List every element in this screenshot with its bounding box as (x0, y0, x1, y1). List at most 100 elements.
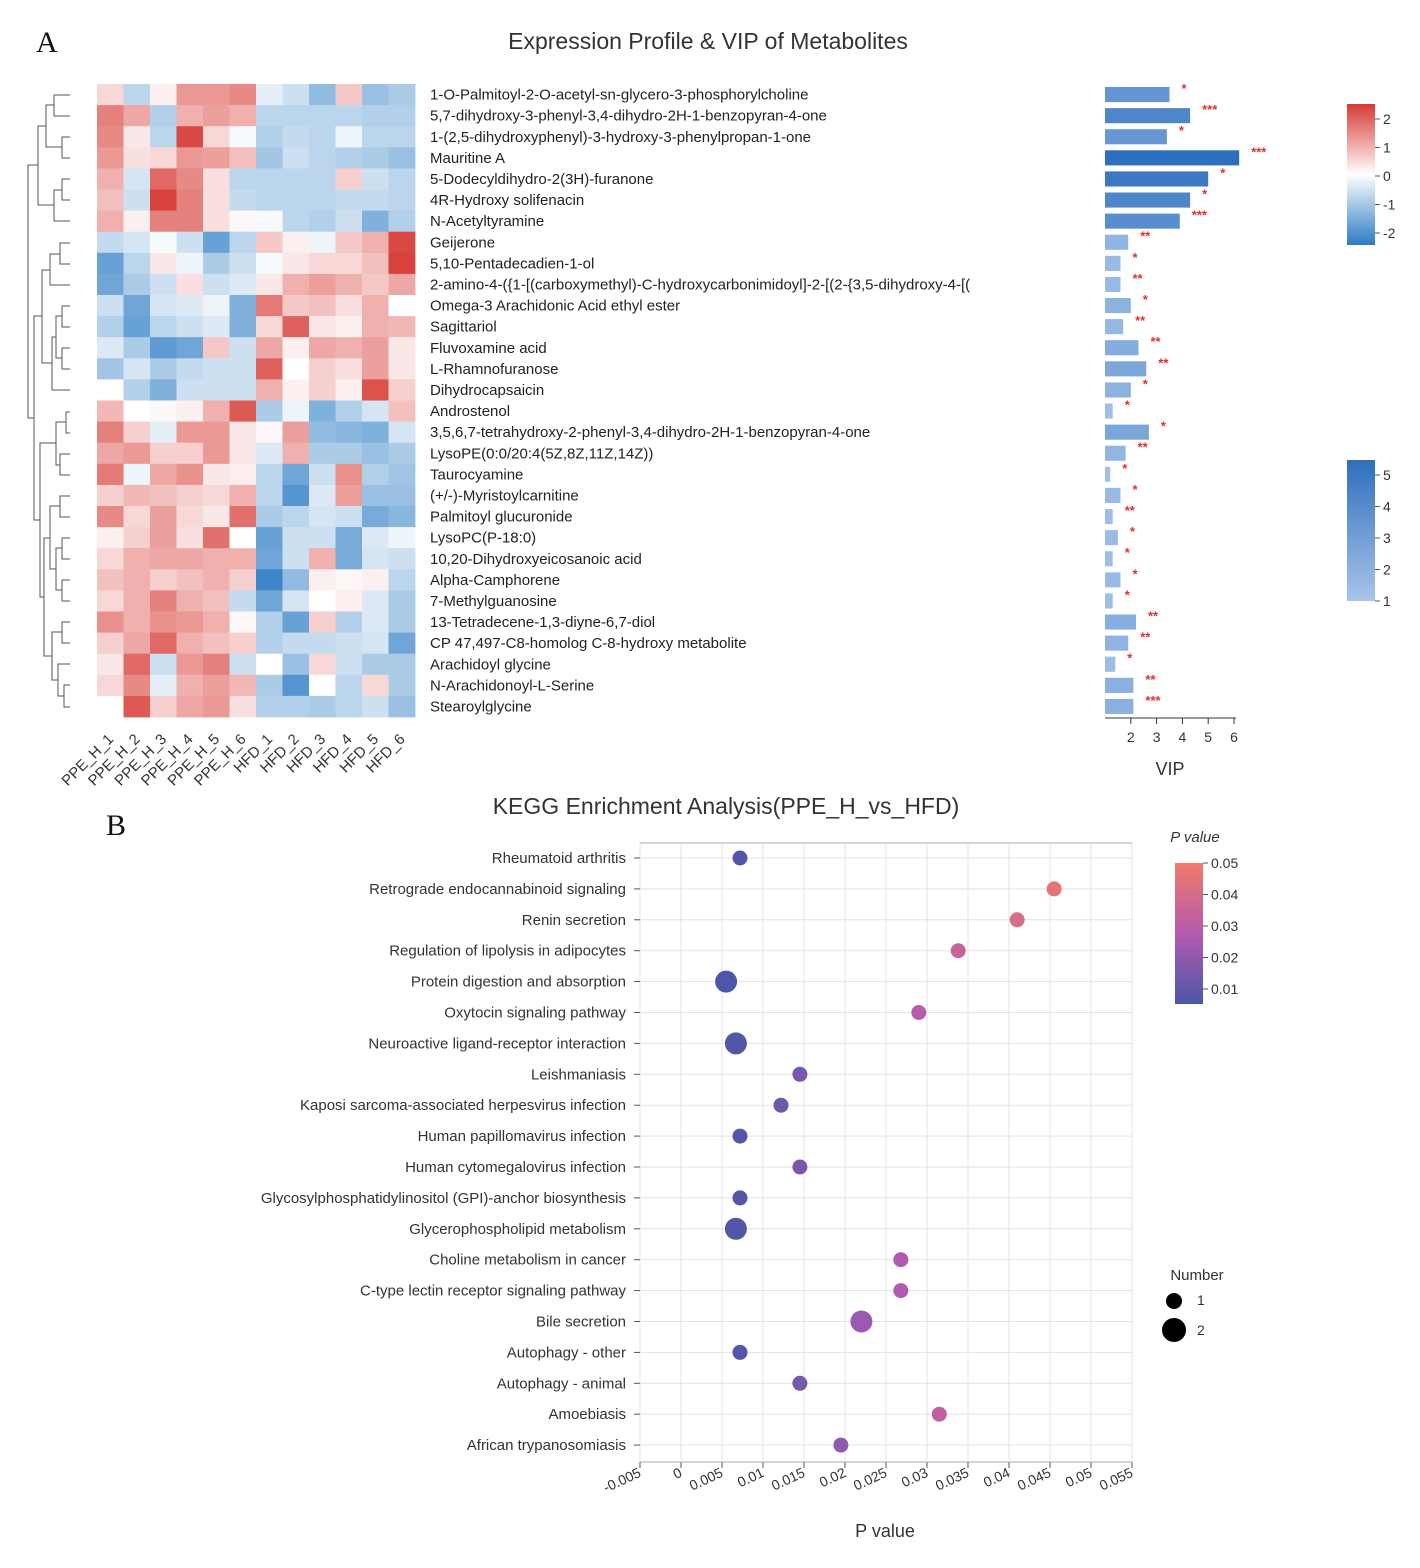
heatmap-cell (203, 442, 230, 465)
significance-label: *** (1202, 102, 1218, 117)
size-legend-label-1: 1 (1197, 1292, 1205, 1308)
heatmap-cell (150, 84, 177, 106)
significance-label: ** (1140, 229, 1151, 244)
heatmap-cell (229, 358, 257, 380)
heatmap-cell (282, 611, 310, 633)
heatmap-cell (229, 421, 257, 444)
pathway-label: Autophagy - other (507, 1344, 626, 1361)
colorbar-tick-label: -1 (1383, 197, 1396, 213)
heatmap-cell (362, 84, 389, 106)
heatmap-cell (335, 337, 363, 359)
heatmap-cell (256, 273, 283, 296)
size-legend-dot-2 (1162, 1318, 1186, 1342)
heatmap-cell (335, 210, 363, 233)
row-dendrogram (27, 94, 70, 708)
heatmap-cell (256, 379, 283, 401)
significance-label: * (1220, 165, 1226, 180)
heatmap-cell (388, 674, 416, 697)
heatmap-cell (123, 632, 151, 655)
heatmap-cell (150, 421, 177, 444)
metabolite-label: Palmitoyl glucuronide (430, 509, 573, 526)
vip-axis: 2 3 4 5 6 (1105, 717, 1238, 745)
heatmap-cell (176, 316, 204, 338)
heatmap-cell (203, 632, 230, 655)
heatmap-cell (309, 590, 336, 612)
heatmap-cell (229, 168, 257, 190)
heatmap-cell (150, 569, 177, 591)
vip-colorbar-ticks: 5 4 3 2 1 (1375, 467, 1391, 609)
heatmap-cell (150, 527, 177, 549)
heatmap-cell (309, 611, 336, 633)
heatmap-cell (335, 590, 363, 612)
heatmap-cell (229, 548, 257, 570)
heatmap-cell (362, 189, 389, 211)
heatmap-cell (150, 337, 177, 359)
heatmap-cell (150, 168, 177, 190)
heatmap-cell (282, 379, 310, 401)
heatmap-cell (123, 316, 151, 338)
heatmap-cell (335, 126, 363, 148)
heatmap-cell (282, 210, 310, 233)
heatmap-cell (282, 168, 310, 190)
heatmap-cell (176, 632, 204, 655)
heatmap-cell (362, 105, 389, 127)
metabolite-label: 1-(2,5-dihydroxyphenyl)-3-hydroxy-3-phen… (430, 129, 811, 146)
colorbar-tick-label: 0.03 (1211, 918, 1238, 934)
significance-label: ** (1151, 334, 1162, 349)
metabolite-label: Omega-3 Arachidonic Acid ethyl ester (430, 298, 680, 315)
heatmap-cell (362, 442, 389, 465)
heatmap-cell (97, 189, 124, 211)
significance-label: ** (1135, 313, 1146, 328)
heatmap-cell (256, 168, 283, 190)
sample-labels: PPE_H_1PPE_H_2PPE_H_3PPE_H_4PPE_H_5PPE_H… (58, 731, 408, 790)
heatmap-cell (176, 590, 204, 612)
heatmap-cell (176, 548, 204, 570)
heatmap-cell (388, 548, 416, 570)
metabolite-label: 7-Methylguanosine (430, 593, 557, 610)
heatmap-cell (335, 653, 363, 676)
heatmap-cell (388, 316, 416, 338)
heatmap-cell (256, 147, 283, 169)
heatmap-cell (282, 695, 310, 718)
heatmap-cell (309, 400, 336, 422)
heatmap-cell (229, 590, 257, 612)
heatmap-cell (150, 210, 177, 233)
metabolite-labels: 1-O-Palmitoyl-2-O-acetyl-sn-glycero-3-ph… (430, 87, 970, 716)
heatmap-cell (362, 231, 389, 254)
heatmap-cell (282, 463, 310, 486)
heatmap-cell (309, 337, 336, 359)
size-legend-dot-1 (1166, 1293, 1182, 1309)
metabolite-label: Arachidoyl glycine (430, 656, 551, 673)
heatmap-cell (335, 84, 363, 106)
heatmap-cell (229, 653, 257, 676)
vip-bar (1105, 572, 1121, 588)
vip-bar (1105, 487, 1121, 503)
heatmap-cell (123, 252, 151, 275)
heatmap-cell (256, 316, 283, 338)
heatmap-cell (97, 105, 124, 127)
kegg-x-tick-label: 0.055 (1097, 1464, 1136, 1493)
heatmap-cell (176, 400, 204, 422)
heatmap-cell (123, 590, 151, 612)
heatmap-title: Expression Profile & VIP of Metabolites (508, 28, 908, 54)
heatmap-cell (335, 379, 363, 401)
heatmap-cell (229, 84, 257, 106)
pathway-bubble (732, 1190, 748, 1206)
heatmap-cell (176, 273, 204, 296)
pathway-bubble (893, 1252, 909, 1268)
heatmap-cell (203, 548, 230, 570)
heatmap-cell (335, 632, 363, 655)
heatmap-cell (203, 210, 230, 233)
pathway-bubble (893, 1283, 909, 1299)
heatmap-cell (256, 84, 283, 106)
heatmap-cell (123, 231, 151, 254)
heatmap-cell (388, 147, 416, 169)
vip-tick-label: 6 (1230, 729, 1238, 745)
heatmap-cell (176, 295, 204, 317)
kegg-x-axis-label: P value (855, 1521, 915, 1541)
kegg-x-tick-label: 0.035 (933, 1464, 972, 1493)
heatmap-cell (388, 421, 416, 444)
vip-bar (1105, 171, 1209, 187)
heatmap-cell (229, 632, 257, 655)
heatmap-cell (150, 358, 177, 380)
